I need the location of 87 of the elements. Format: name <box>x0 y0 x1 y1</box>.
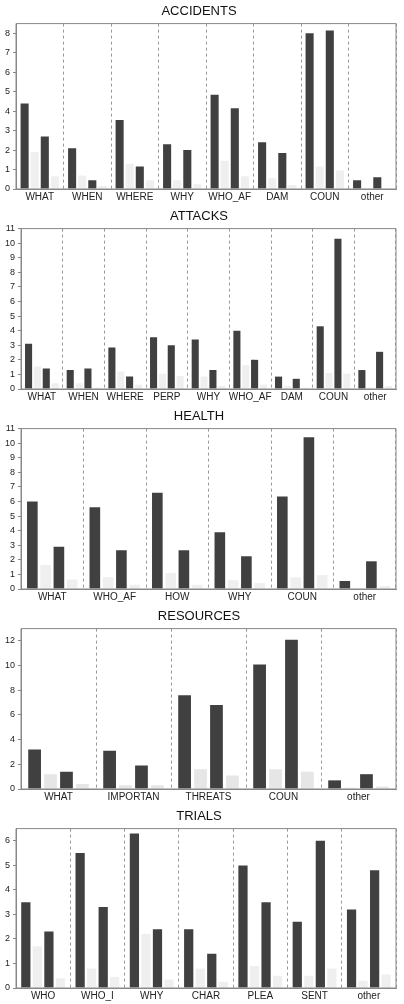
x-tick-label: WHO_I <box>81 989 114 1001</box>
y-tick-label: 0 <box>10 383 16 394</box>
x-tick-label: WHY <box>228 590 252 602</box>
x-tick-label: WHERE <box>116 190 154 202</box>
x-tick-label: WHO_AF <box>93 590 137 602</box>
y-tick-label: 9 <box>10 452 16 463</box>
y-tick-label: 8 <box>10 266 16 277</box>
chart-title: ACCIDENTS <box>161 3 237 19</box>
y-tick-label: 1 <box>4 164 11 175</box>
x-tick-label: other <box>363 390 388 402</box>
x-tick-label: WHEN <box>68 390 99 402</box>
chart-title: TRIALS <box>176 808 223 824</box>
x-tick-label: WHY <box>170 190 195 202</box>
y-tick-label: 0 <box>10 583 16 594</box>
y-tick-label: 4 <box>10 325 16 336</box>
x-tick-label: THREATS <box>185 790 232 802</box>
y-tick-label: 3 <box>10 539 16 550</box>
y-tick-label: 2 <box>4 933 11 944</box>
y-tick-label: 1 <box>4 957 11 968</box>
y-tick-label: 5 <box>10 510 16 521</box>
x-tick-label: COUN <box>268 790 299 802</box>
chart-title: HEALTH <box>173 408 225 424</box>
y-tick-label: 6 <box>10 295 16 306</box>
chart-title: RESOURCES <box>157 608 241 624</box>
x-tick-label: CHAR <box>191 989 221 1001</box>
y-tick-label: 11 <box>5 423 16 434</box>
y-tick-label: 10 <box>5 660 16 671</box>
x-tick-label: other <box>360 190 385 202</box>
y-tick-label: 5 <box>4 859 11 870</box>
y-tick-label: 6 <box>4 66 11 77</box>
x-tick-label: DAM <box>266 190 289 202</box>
x-tick-label: other <box>353 590 377 602</box>
y-tick-label: 4 <box>10 525 16 536</box>
x-tick-label: WHY <box>140 989 164 1001</box>
x-tick-label: DAM <box>280 390 303 402</box>
x-tick-label: WHAT <box>37 590 67 602</box>
x-tick-label: WHAT <box>27 390 57 402</box>
y-tick-label: 0 <box>10 783 16 794</box>
x-tick-label: WHAT <box>44 790 73 802</box>
x-tick-label: HOW <box>165 590 191 602</box>
chart-title: ATTACKS <box>169 208 229 224</box>
y-tick-label: 6 <box>10 709 16 720</box>
y-tick-label: 2 <box>10 758 16 769</box>
y-tick-label: 10 <box>5 437 16 448</box>
x-tick-label: WHY <box>196 390 221 402</box>
y-tick-label: 3 <box>4 125 11 136</box>
y-tick-label: 4 <box>10 734 16 745</box>
y-tick-label: 10 <box>5 237 16 248</box>
x-tick-label: other <box>357 989 381 1001</box>
y-tick-label: 7 <box>10 281 16 292</box>
y-tick-label: 4 <box>4 105 11 116</box>
y-tick-label: 8 <box>10 684 16 695</box>
y-tick-label: 8 <box>4 27 11 38</box>
x-tick-label: other <box>347 790 371 802</box>
y-tick-label: 1 <box>10 368 16 379</box>
x-tick-label: COUN <box>287 590 317 602</box>
x-tick-label: COUN <box>310 190 340 202</box>
x-tick-label: SENT <box>301 989 328 1001</box>
x-tick-label: WHEN <box>71 190 103 202</box>
y-tick-label: 0 <box>4 183 11 194</box>
y-tick-label: 6 <box>4 835 11 846</box>
y-tick-label: 3 <box>4 908 11 919</box>
y-tick-label: 3 <box>10 339 16 350</box>
y-tick-label: 12 <box>5 635 16 646</box>
y-tick-label: 11 <box>5 223 16 234</box>
y-tick-label: 7 <box>4 47 11 58</box>
y-tick-label: 1 <box>10 568 16 579</box>
y-tick-label: 2 <box>4 144 11 155</box>
y-tick-label: 4 <box>4 884 11 895</box>
x-tick-label: WHERE <box>106 390 145 402</box>
x-tick-label: WHAT <box>25 190 55 202</box>
x-tick-label: WHO_AF <box>208 190 252 202</box>
y-tick-label: 2 <box>10 554 16 565</box>
y-tick-label: 0 <box>4 982 11 993</box>
x-tick-label: WHO_AF <box>228 390 272 402</box>
y-tick-label: 9 <box>10 252 16 263</box>
y-tick-label: 6 <box>10 495 16 506</box>
y-tick-label: 5 <box>10 310 16 321</box>
y-tick-label: 2 <box>10 354 16 365</box>
x-tick-label: PLEA <box>247 989 274 1001</box>
x-tick-label: IMPORTAN <box>107 790 160 802</box>
x-tick-label: WHO <box>30 989 56 1001</box>
y-tick-label: 7 <box>10 481 16 492</box>
x-tick-label: PERP <box>153 390 181 402</box>
x-tick-label: COUN <box>318 390 349 402</box>
y-tick-label: 8 <box>10 466 16 477</box>
y-tick-label: 5 <box>4 86 11 97</box>
